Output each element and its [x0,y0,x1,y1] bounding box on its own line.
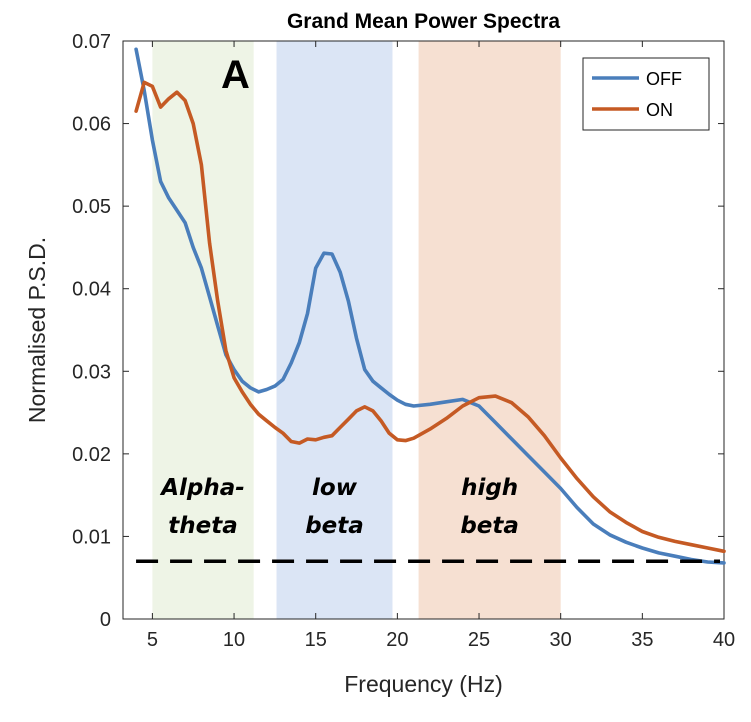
y-tick-label-2: 0.02 [72,444,111,466]
y-tick-label-6: 0.06 [72,114,111,136]
band-label-2-line-0: high [461,475,518,501]
x-tick-label-2: 15 [305,629,327,651]
plot-frame [122,40,725,620]
band-shade-1 [276,41,393,619]
panel-letter: A [221,53,250,97]
legend-label-off: OFF [646,69,682,89]
series-line-off [134,47,726,565]
band-labels: Alpha-theta low beta high beta [159,475,519,539]
x-tick-label-1: 10 [223,629,245,651]
y-tick-label-4: 0.04 [72,279,111,301]
x-tick-label-7: 40 [713,629,735,651]
legend-box [582,57,710,131]
x-axis-label: Frequency (Hz) [344,671,502,697]
series-line-on [134,80,726,554]
x-tick-label-6: 35 [631,629,653,651]
series-lines [134,47,726,565]
x-tick-label-4: 25 [468,629,490,651]
axes: 5 10 15 20 25 30 35 40 0 0.01 0.02 0.03 0.04 0.05 0.06… [72,31,735,651]
y-tick-label-0: 0 [100,609,111,631]
y-tick-label-7: 0.07 [72,31,111,53]
x-tick-label-0: 5 [147,629,158,651]
y-tick-label-3: 0.03 [72,361,111,383]
band-label-0-line-1: theta [168,513,237,539]
band-label-0-line-0: Alpha- [159,475,245,501]
band-label-1-line-0: low [312,475,358,501]
band-shade-0 [152,41,254,619]
y-axis-label: Normalised P.S.D. [24,237,50,423]
x-tick-label-3: 20 [386,629,408,651]
legend: OFF ON [582,57,710,131]
x-tick-label-5: 30 [550,629,572,651]
y-tick-label-1: 0.01 [72,526,111,548]
chart-title: Grand Mean Power Spectra [287,10,560,33]
band-label-1-line-1: beta [305,513,364,539]
band-shade-2 [418,41,561,619]
legend-label-on: ON [646,100,673,120]
band-label-2-line-1: beta [460,513,519,539]
y-tick-label-5: 0.05 [72,196,111,218]
frequency-bands [152,41,561,619]
